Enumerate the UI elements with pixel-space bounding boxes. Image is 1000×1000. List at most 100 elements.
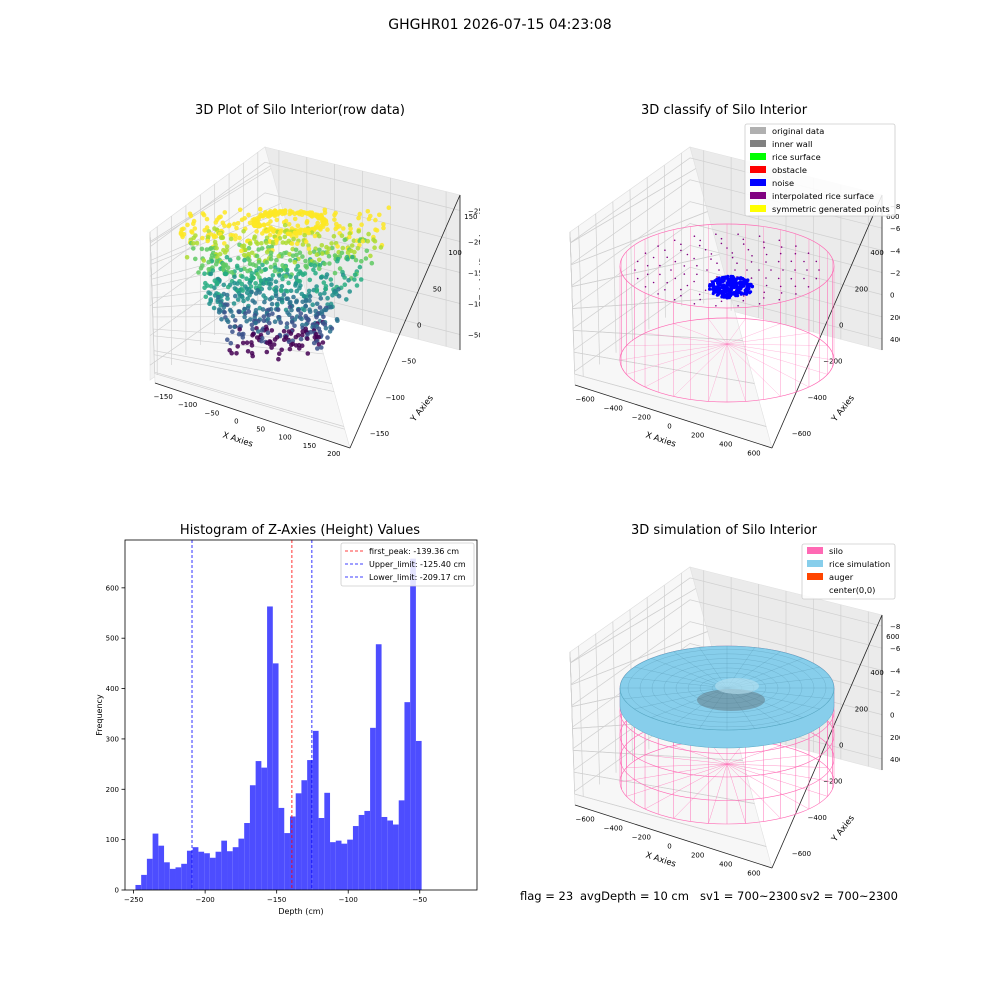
cls-silo-cone-line [644,343,728,388]
cls-noise-point [729,284,733,288]
raw-point [358,277,364,282]
raw-point [284,296,290,302]
cls-noise-point [743,288,747,292]
raw-point [249,250,255,256]
raw-point [249,322,255,328]
cls-interp-point [726,247,728,249]
cls-interp-point [758,269,760,271]
cls-noise-point [744,292,749,296]
raw-y-tick: 50 [433,285,442,293]
hist-bar [181,863,187,890]
hist-bar [381,816,388,890]
sim-x-tick: −200 [632,834,651,842]
raw-point [208,271,214,277]
sim-zgrid [571,621,883,706]
raw-point [296,271,301,277]
raw-point [280,211,285,217]
raw-x-axis-line [154,382,351,449]
sim-legend-label: silo [829,546,843,556]
raw-x-tick: −150 [154,393,173,401]
cls-noise-point [735,281,739,285]
raw-point [332,212,337,218]
raw-point [318,292,323,297]
hist-bar [198,851,205,890]
raw-point [300,299,306,305]
raw-point [300,332,305,338]
raw-point [254,229,259,234]
cls-noise-point [726,279,731,283]
raw-point [320,340,326,345]
sim-x-tick: 400 [719,861,732,869]
cls-interp-point [652,256,655,259]
cls-interp-point [734,269,736,271]
sim-y-tick: 400 [870,669,883,677]
raw-point [233,233,238,238]
raw-point [330,293,335,298]
cls-interp-point [720,237,723,240]
raw-point [234,225,239,231]
raw-point [306,243,311,248]
raw-point [259,328,265,333]
raw-point [359,222,364,227]
cls-legend-swatch [750,127,766,134]
sim-z-tick: −400 [890,667,900,675]
cls-silo-cone-line [673,323,728,345]
raw-point [292,211,297,217]
raw-point [248,317,253,322]
raw-point [282,250,287,256]
cls-interp-point [815,277,818,280]
raw-point [260,262,265,268]
raw-point [344,297,349,302]
raw-point [245,268,250,274]
hist-y-tick: 500 [106,635,119,643]
raw-point [292,323,297,329]
raw-point [327,329,333,334]
raw-x-tick: 0 [234,417,238,425]
cls-interp-point [770,269,772,271]
raw-point [191,241,196,246]
hist-bar [330,842,336,890]
raw-point [260,231,265,236]
raw-x-tick: 100 [278,434,291,442]
cls-noise-point [708,287,712,291]
cls-silo-cone-line [619,343,728,361]
raw-point [269,301,275,307]
cls-interp-point [680,288,682,291]
raw-point [303,322,309,327]
raw-point [293,247,299,253]
raw-point [290,320,295,325]
raw-point [234,351,239,356]
cls-noise-point [716,285,720,289]
raw-point [274,217,280,223]
hist-y-tick: 600 [106,584,119,592]
raw-point [255,329,261,334]
sim-silo-cone-line [726,763,810,810]
sim-zgrid [570,577,883,663]
cls-interp-point [765,261,767,263]
raw-point [268,256,274,262]
hist-bar [238,838,245,890]
raw-point [316,342,322,347]
raw-point [266,312,272,318]
cls-interp-point [699,298,701,301]
raw-point [318,227,323,232]
sim-z-tick: 400 [890,756,900,764]
sim-y-axis-line [771,614,883,869]
cls-interp-point [731,256,734,259]
raw-point [319,243,325,248]
raw-point [267,297,273,302]
cls-interp-point [657,293,659,295]
raw-point [200,235,205,241]
sim-silo-cone-line [726,754,809,765]
raw-point [270,273,276,278]
raw-point [378,245,384,250]
raw-point [241,298,246,304]
cls-interp-point [795,245,797,247]
cls-noise-point [737,281,742,285]
raw-point [191,246,196,251]
sim-xlabel: X Axies [644,850,677,869]
sim-ygrid-floor [570,631,708,686]
raw-point [292,259,298,265]
raw-point [314,289,320,294]
sim-legend-frame [801,543,896,600]
